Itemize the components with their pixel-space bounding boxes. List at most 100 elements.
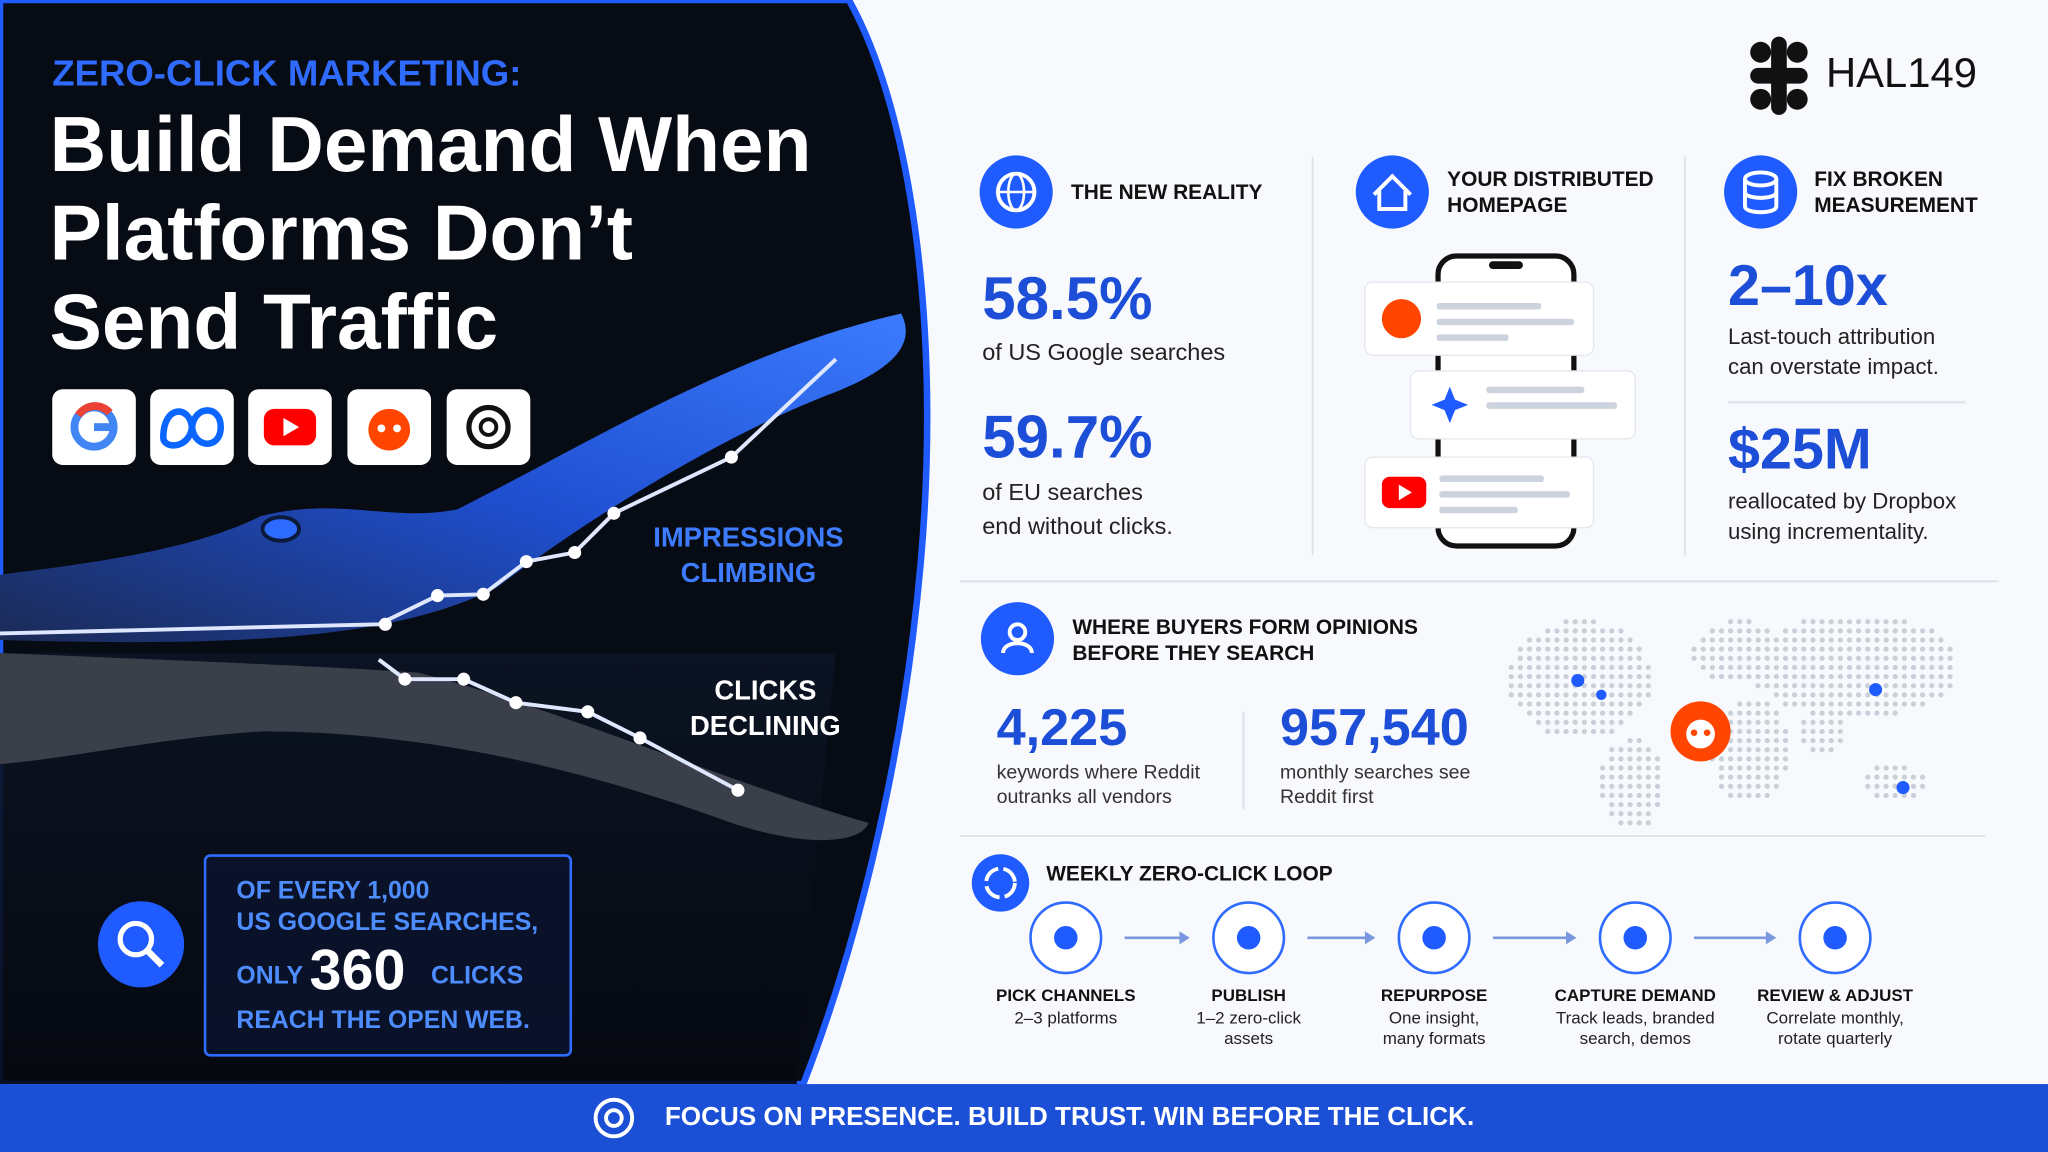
map-dot	[1572, 664, 1578, 671]
map-dot	[1782, 747, 1789, 753]
map-dot	[1609, 692, 1615, 698]
map-dot	[1910, 683, 1917, 689]
map-dot	[1600, 673, 1606, 680]
section-icons	[971, 155, 1798, 912]
map-dot	[1536, 683, 1542, 689]
map-dot	[1764, 673, 1770, 680]
map-dot	[1737, 655, 1743, 661]
map-dot	[1819, 692, 1825, 698]
step-detail: Track leads, branded	[1556, 1008, 1715, 1027]
map-dot	[1892, 765, 1898, 771]
map-dot	[1920, 646, 1926, 652]
map-dot	[1865, 710, 1871, 716]
map-dot	[1764, 728, 1770, 735]
map-dot	[1801, 619, 1807, 625]
map-dot	[1563, 664, 1569, 671]
map-dot	[1563, 683, 1569, 689]
map-dot	[1819, 655, 1825, 661]
map-dot	[1581, 664, 1587, 671]
map-dot	[1865, 646, 1871, 652]
impressions-label: CLIMBING	[681, 557, 817, 588]
map-dot	[1526, 673, 1533, 680]
map-dot	[1746, 664, 1752, 671]
map-dot	[1856, 646, 1862, 652]
map-dot	[1865, 655, 1871, 661]
map-dot	[1536, 673, 1542, 680]
map-dot	[1764, 710, 1770, 716]
map-dot	[1755, 701, 1761, 707]
map-dot	[1609, 673, 1615, 680]
callout-prefix: ONLY	[236, 963, 303, 990]
map-dot	[1590, 728, 1597, 735]
map-dot	[1865, 628, 1871, 634]
map-dot	[1700, 637, 1706, 643]
step-detail: rotate quarterly	[1778, 1029, 1893, 1048]
map-dot	[1792, 646, 1798, 652]
map-dot	[1508, 664, 1514, 671]
map-dot	[1837, 701, 1843, 707]
map-dot	[1581, 728, 1587, 735]
map-dot	[1846, 673, 1853, 680]
map-dot	[1874, 673, 1880, 680]
map-dot	[1636, 811, 1642, 817]
step-name: REVIEW & ADJUST	[1757, 986, 1914, 1005]
map-dot	[1856, 710, 1862, 716]
map-dot	[1947, 673, 1953, 680]
map-dot	[1609, 728, 1615, 735]
map-dot	[1865, 692, 1871, 698]
map-dot	[1581, 655, 1587, 661]
map-dot	[1883, 637, 1889, 643]
map-dot	[1874, 628, 1880, 634]
map-dot	[1545, 655, 1551, 661]
map-dot	[1627, 637, 1633, 643]
map-dot	[1554, 628, 1560, 634]
section-title: MEASUREMENT	[1814, 194, 1978, 217]
map-dot	[1554, 692, 1560, 698]
map-dot	[1856, 673, 1862, 680]
map-dot	[1819, 747, 1825, 753]
map-dot	[1600, 637, 1606, 643]
map-dot	[1728, 637, 1734, 643]
map-dot	[1645, 673, 1651, 680]
map-dot	[1792, 637, 1798, 643]
map-dot	[1801, 692, 1807, 698]
map-dot	[1929, 692, 1935, 698]
map-dot	[1938, 646, 1944, 652]
map-dot	[1536, 664, 1542, 671]
map-dot	[1609, 719, 1615, 725]
target-icon-inner	[604, 1108, 624, 1128]
map-dot	[1572, 701, 1578, 707]
map-dot	[1810, 673, 1816, 680]
map-dot	[1874, 664, 1880, 671]
map-dot	[1728, 792, 1734, 799]
map-dot	[1627, 783, 1633, 789]
map-dot	[1627, 646, 1633, 652]
map-dot	[1773, 673, 1779, 680]
map-dot	[1837, 737, 1843, 744]
map-dot	[1517, 664, 1523, 671]
map-dot	[1764, 765, 1770, 771]
stat-caption: outranks all vendors	[997, 786, 1172, 808]
map-dot	[1755, 710, 1761, 716]
hero-title: Build Demand When	[50, 100, 812, 188]
map-dot	[1554, 701, 1560, 707]
map-dot	[1764, 719, 1770, 725]
map-dot	[1901, 673, 1907, 680]
map-dot	[1718, 637, 1725, 643]
map-dot	[1728, 673, 1734, 680]
map-dot	[1600, 774, 1606, 780]
map-dot	[1883, 646, 1889, 652]
map-dot	[1782, 637, 1789, 643]
map-dot	[1572, 719, 1578, 725]
map-dot	[1764, 701, 1770, 707]
map-dot	[1828, 655, 1834, 661]
map-dot	[1600, 655, 1606, 661]
map-dot	[1691, 655, 1697, 661]
map-dot	[1737, 701, 1743, 707]
map-dot	[1545, 683, 1551, 689]
callout-number: 360	[310, 939, 406, 1003]
map-dot	[1563, 728, 1569, 735]
map-dot	[1618, 783, 1624, 789]
map-dot	[1691, 646, 1697, 652]
